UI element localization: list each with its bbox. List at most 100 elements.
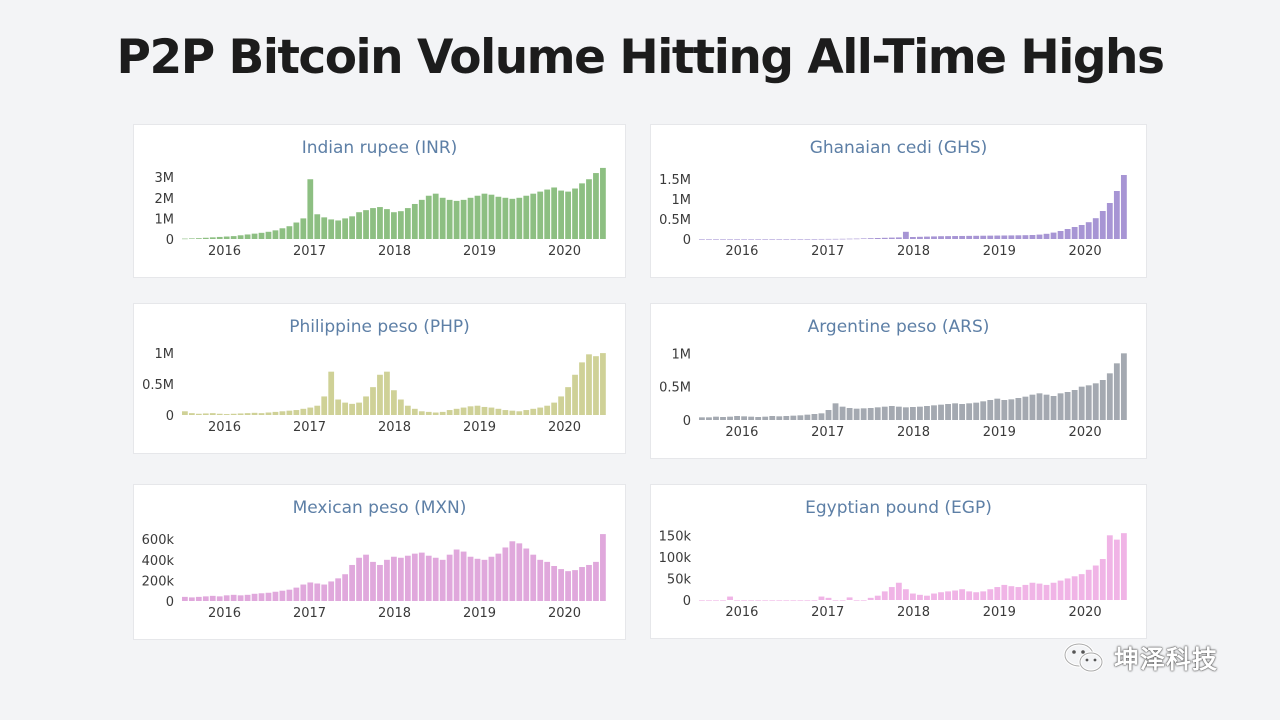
bar (1085, 222, 1092, 239)
bar (811, 239, 818, 240)
bar (425, 195, 432, 239)
bar (579, 183, 585, 239)
bar (523, 410, 530, 415)
bar (973, 592, 980, 600)
bar (230, 236, 237, 239)
y-tick-label: 0 (683, 594, 691, 609)
bar (342, 218, 349, 239)
bar (1071, 227, 1078, 239)
bar (776, 416, 783, 420)
bar (881, 591, 888, 601)
bar (846, 408, 853, 420)
bar (418, 552, 425, 601)
bar (1001, 584, 1008, 600)
bar (216, 413, 223, 415)
bar (572, 570, 578, 601)
bar (734, 600, 740, 601)
bar (467, 556, 474, 601)
bar (1022, 235, 1029, 239)
bar (860, 600, 867, 601)
bar (195, 238, 202, 239)
bar (839, 238, 846, 240)
bar (1092, 218, 1099, 239)
bar (279, 590, 286, 601)
bar (1050, 396, 1057, 420)
bar (1029, 235, 1036, 239)
bar (356, 212, 362, 239)
bar (748, 416, 755, 420)
bar (741, 416, 748, 420)
bar (286, 410, 293, 415)
bar (1036, 583, 1043, 600)
bar (1064, 229, 1071, 239)
bar (1029, 582, 1036, 600)
chart-panel-ars: Argentine peso (ARS) 0 0.5M 1M 2016 2017 2018 2… (650, 303, 1147, 459)
bar (586, 179, 592, 239)
bar (797, 415, 804, 420)
bar (251, 593, 258, 601)
bar (825, 410, 832, 420)
x-tick-label: 2020 (1069, 425, 1102, 440)
chart-title: Philippine peso (PHP) (289, 317, 470, 337)
x-tick-label: 2020 (548, 606, 581, 621)
bar (223, 414, 230, 415)
bar (502, 197, 509, 239)
bar (769, 416, 776, 420)
bar (523, 195, 530, 239)
bar (411, 203, 418, 239)
bar (593, 356, 599, 415)
bar (1120, 533, 1127, 600)
bar (600, 167, 606, 239)
bar (783, 416, 790, 420)
bar (223, 595, 230, 601)
bar (1113, 363, 1120, 420)
bar (909, 593, 916, 600)
bar (776, 239, 783, 240)
bar (713, 239, 719, 240)
bar (952, 590, 959, 600)
bar (706, 239, 712, 240)
bar (924, 595, 930, 600)
bar (251, 233, 258, 239)
bar (446, 554, 453, 601)
bar (720, 417, 726, 420)
bar (1106, 373, 1113, 420)
bar (439, 411, 446, 415)
bar (804, 600, 811, 601)
bar (328, 219, 335, 239)
bar (495, 196, 502, 239)
bar (1022, 396, 1029, 420)
bar (237, 413, 244, 415)
bar (860, 408, 867, 420)
bar (1057, 231, 1064, 239)
bar (1036, 393, 1043, 420)
bar (363, 554, 369, 601)
bar (846, 597, 853, 600)
bar (1050, 232, 1057, 239)
bar (404, 555, 411, 601)
bar (460, 199, 467, 239)
bar (825, 238, 832, 240)
bar (321, 584, 328, 601)
chart-title: Argentine peso (ARS) (808, 317, 990, 337)
bar (931, 236, 937, 239)
bar (209, 237, 216, 239)
bar (579, 362, 585, 415)
bar (1022, 584, 1029, 600)
bar (811, 414, 818, 420)
bar (258, 232, 265, 239)
x-tick-label: 2018 (897, 244, 930, 259)
bar (391, 556, 397, 601)
bar (195, 413, 202, 415)
bar (230, 594, 237, 601)
x-tick-label: 2017 (811, 425, 844, 440)
bar (182, 238, 188, 240)
bar (727, 416, 733, 420)
bar (1043, 233, 1050, 239)
bar (544, 405, 551, 415)
chart-title: Ghanaian cedi (GHS) (810, 138, 988, 158)
bar (973, 402, 980, 420)
x-tick-label: 2016 (725, 425, 758, 440)
bar (966, 591, 973, 601)
chart-panel-egp: Egyptian pound (EGP) 0 50k 100k 150k 2016 2017… (650, 484, 1147, 639)
